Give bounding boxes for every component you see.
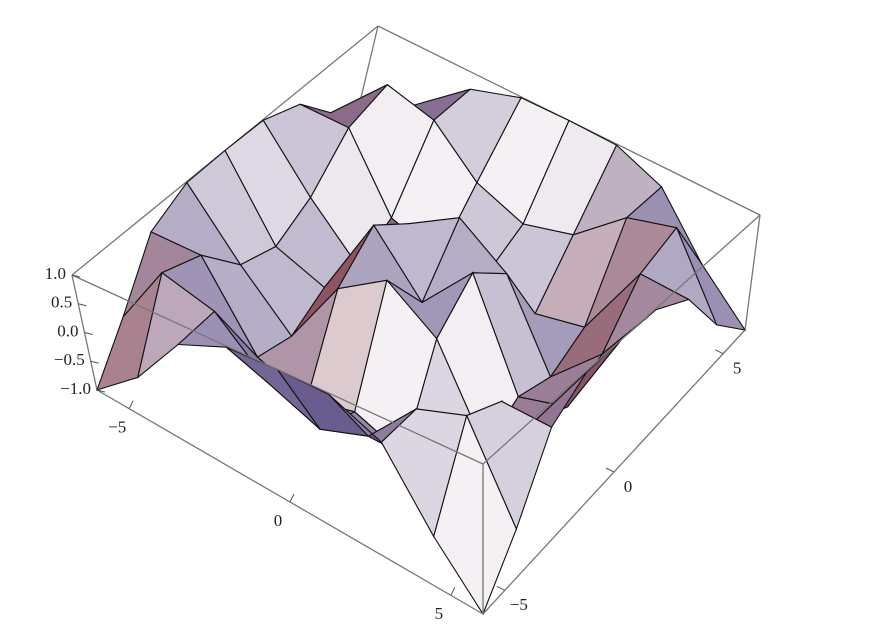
x-tick <box>128 400 134 409</box>
y-tick-label: 0 <box>624 477 633 496</box>
x-tick-label: 0 <box>274 511 283 530</box>
z-tick-label: 0.5 <box>51 293 72 312</box>
x-tick <box>450 587 456 596</box>
y-tick <box>496 585 506 591</box>
z-tick <box>71 274 81 278</box>
x-tick <box>289 493 295 503</box>
z-tick-label: −0.5 <box>54 350 85 369</box>
box-edge <box>744 214 761 331</box>
z-tick-label: 1.0 <box>45 264 66 283</box>
x-tick-label: −5 <box>108 418 126 437</box>
y-tick-label: −5 <box>510 595 528 614</box>
z-tick <box>96 389 106 393</box>
x-tick-label: 5 <box>435 604 444 623</box>
box-edge <box>358 25 379 107</box>
z-tick-label: −1.0 <box>60 379 91 398</box>
z-tick <box>84 332 93 335</box>
box-edge <box>71 274 484 465</box>
y-tick <box>605 467 615 473</box>
y-tick-label: 5 <box>733 359 742 378</box>
z-tick-label: 0.0 <box>57 321 78 340</box>
z-tick <box>78 303 87 307</box>
box-edge <box>482 214 761 465</box>
surface-patch <box>433 413 517 616</box>
y-tick <box>714 349 724 355</box>
z-tick <box>90 360 99 364</box>
